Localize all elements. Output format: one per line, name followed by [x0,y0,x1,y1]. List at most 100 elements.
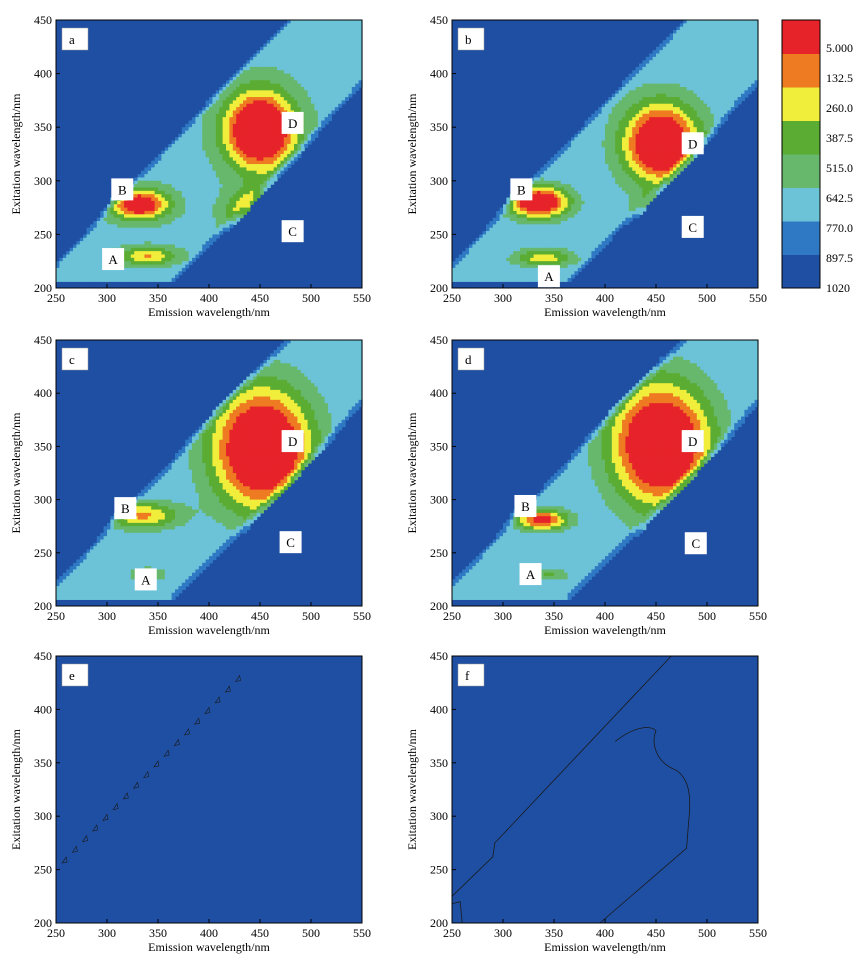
contour-cell [717,100,722,105]
contour-cell [676,70,681,75]
contour-cell [215,214,220,219]
contour-cell [754,23,759,28]
contour-cell [229,103,234,108]
contour-cell [669,73,674,78]
contour-cell [625,160,630,165]
contour-cell [188,251,193,256]
contour-cell [209,224,213,229]
contour-cell [642,97,647,101]
contour-cell [154,227,159,232]
contour-cell [560,170,565,175]
contour-cell [730,107,735,112]
contour-cell [656,83,660,88]
contour-cell [253,120,258,125]
contour-cell [652,187,657,192]
contour-cell [608,184,613,189]
contour-cell [273,133,278,138]
contour-cell [195,130,200,135]
contour-cell [717,80,722,85]
contour-cell [659,56,664,61]
contour-cell [300,83,305,88]
contour-cell [219,103,224,108]
contour-cell [632,90,637,95]
contour-cell [198,110,203,115]
contour-cell [673,120,677,125]
contour-cell [209,160,213,165]
contour-cell [713,103,718,108]
contour-cell [331,97,336,101]
contour-cell [297,46,302,51]
contour-cell [628,137,633,142]
contour-cell [134,214,139,219]
contour-cell [69,277,74,282]
contour-cell [693,66,698,71]
contour-cell [652,177,657,182]
contour-cell [212,194,217,199]
contour-cell [345,20,349,24]
contour-cell [314,123,319,128]
contour-cell [543,177,548,182]
contour-cell [113,221,118,225]
contour-cell [683,23,688,28]
contour-cell [754,43,759,48]
contour-cell [175,231,179,235]
contour-cell [652,100,657,105]
contour-cell [185,244,190,249]
contour-cell [185,204,190,209]
contour-cell [294,73,298,78]
contour-cell [175,254,179,259]
contour-cell [198,234,203,239]
contour-cell [720,80,725,85]
contour-cell [232,157,237,162]
contour-cell [679,107,684,112]
contour-cell [639,170,643,175]
contour-cell [260,73,264,78]
contour-cell [161,184,166,189]
contour-cell [90,267,94,272]
contour-cell [144,180,149,185]
contour-cell [676,100,681,105]
contour-cell [611,120,616,125]
contour-cell [147,247,152,252]
contour-cell [713,123,718,128]
contour-cell [226,221,230,225]
contour-cell [703,93,708,98]
contour-cell [314,33,319,38]
contour-cell [151,184,156,189]
contour-cell [263,113,268,118]
contour-cell [710,70,715,75]
contour-cell [693,33,698,38]
contour-cell [673,46,677,51]
contour-cell [628,76,633,81]
contour-cell [744,36,749,41]
contour-cell [294,107,298,112]
contour-cell [351,63,356,68]
contour-cell [195,157,200,162]
contour-cell [608,167,613,172]
contour-cell [124,234,128,239]
contour-cell [608,174,613,179]
contour-cell [737,50,742,55]
contour-cell [137,244,142,249]
contour-cell [328,110,332,115]
contour-cell [727,30,732,34]
contour-cell [59,274,64,279]
contour-cell [355,83,360,88]
contour-cell [164,197,169,202]
contour-cell [734,93,739,98]
contour-cell [311,63,315,68]
contour-cell [222,184,227,189]
contour-cell [635,93,640,98]
contour-cell [232,90,237,95]
contour-cell [666,170,671,175]
contour-cell [690,46,694,51]
contour-cell [652,113,657,118]
contour-cell [639,167,643,172]
contour-cell [727,33,732,38]
contour-cell [239,204,244,209]
contour-cell [266,87,271,91]
contour-cell [192,133,196,138]
contour-cell [249,66,254,71]
contour-cell [195,221,200,225]
contour-cell [198,147,203,152]
